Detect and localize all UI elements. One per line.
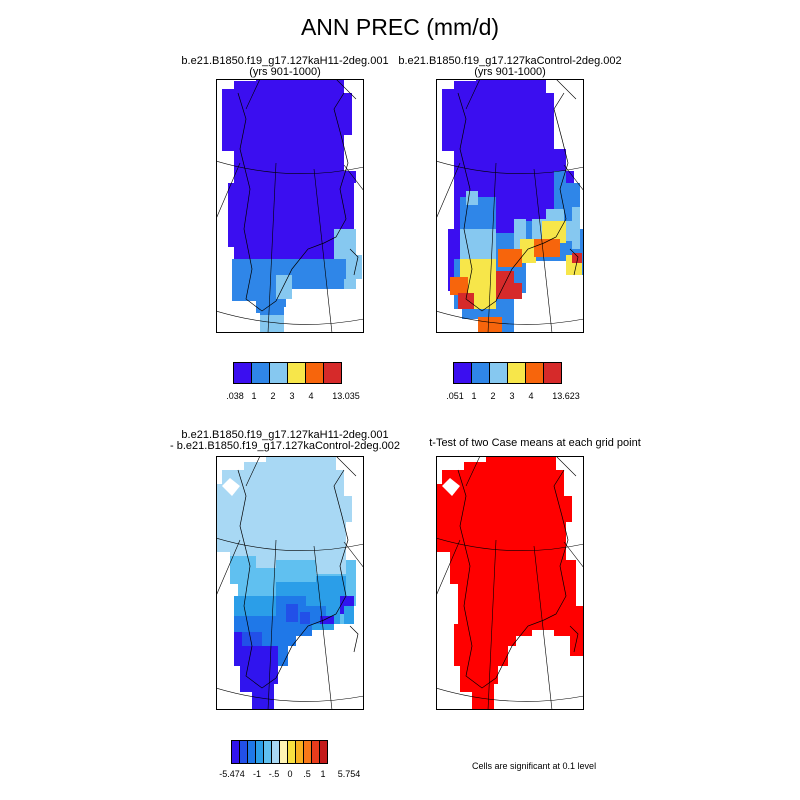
- panel-3-title: b.e21.B1850.f19_g17.127kaH11-2deg.001 - …: [140, 430, 430, 452]
- colorbar-tick-label: 1: [471, 391, 477, 401]
- colorbar-swatch: [269, 362, 288, 384]
- colorbar-swatch: [323, 362, 342, 384]
- panel-2-title-line2: (yrs 901-1000): [474, 66, 546, 78]
- panel-3-title-line1: b.e21.B1850.f19_g17.127kaH11-2deg.001: [181, 429, 389, 441]
- colorbar-swatch: [543, 362, 562, 384]
- panel-3-map: [216, 456, 364, 710]
- colorbar-tick-label: .051: [446, 391, 464, 401]
- panel-2-colorbar-ticks: .051 1 2 3 4 13.623: [445, 391, 595, 403]
- colorbar-tick-label: .5: [303, 769, 311, 779]
- colorbar-swatch: [453, 362, 472, 384]
- panel-2-title-line1: b.e21.B1850.f19_g17.127kaControl-2deg.00…: [398, 55, 622, 67]
- colorbar-tick-label: -1: [252, 769, 262, 779]
- colorbar-swatch: [319, 740, 328, 764]
- colorbar-swatch: [525, 362, 544, 384]
- panel-3-colorbar: [231, 740, 328, 764]
- colorbar-tick-label: 3: [509, 391, 515, 401]
- panel-2-map: [436, 79, 584, 333]
- panel-3-colorbar-ticks: -5.474 -1 -.5 0 .5 1 5.754: [218, 769, 368, 781]
- colorbar-tick-label: -.5: [268, 769, 280, 779]
- colorbar-swatch: [507, 362, 526, 384]
- colorbar-tick-label: 3: [289, 391, 295, 401]
- colorbar-tick-label: 2: [270, 391, 276, 401]
- panel-3-colorbar-boxes: [231, 740, 328, 764]
- panel-1-colorbar-boxes: [233, 362, 342, 384]
- colorbar-swatch: [471, 362, 490, 384]
- panel-2-title: b.e21.B1850.f19_g17.127kaControl-2deg.00…: [365, 56, 655, 78]
- colorbar-tick-label: -5.474: [219, 769, 245, 779]
- colorbar-tick-label: .038: [226, 391, 244, 401]
- colorbar-tick-label: 1: [320, 769, 326, 779]
- panel-1-colorbar: [233, 362, 342, 384]
- colorbar-swatch: [305, 362, 324, 384]
- panel-2-colorbar-boxes: [453, 362, 562, 384]
- significance-note: Cells are significant at 0.1 level: [472, 761, 597, 771]
- colorbar-swatch: [489, 362, 508, 384]
- panel-1-colorbar-ticks: .038 1 2 3 4 13.035: [225, 391, 375, 403]
- colorbar-swatch: [251, 362, 270, 384]
- colorbar-tick-label: 13.035: [332, 391, 360, 401]
- figure-title: ANN PREC (mm/d): [300, 14, 500, 40]
- panel-4-map: [436, 456, 584, 710]
- colorbar-tick-label: 1: [251, 391, 257, 401]
- panel-4-title: t-Test of two Case means at each grid po…: [429, 437, 641, 449]
- colorbar-tick-label: 4: [308, 391, 314, 401]
- colorbar-swatch: [233, 362, 252, 384]
- colorbar-swatch: [287, 362, 306, 384]
- colorbar-tick-label: 4: [528, 391, 534, 401]
- panel-3-title-line2: - b.e21.B1850.f19_g17.127kaControl-2deg.…: [170, 440, 400, 452]
- panel-1-map: [216, 79, 364, 333]
- panel-1-title: b.e21.B1850.f19_g17.127kaH11-2deg.001 (y…: [140, 56, 430, 78]
- colorbar-tick-label: 13.623: [552, 391, 580, 401]
- panel-2-colorbar: [453, 362, 562, 384]
- panel-1-title-line1: b.e21.B1850.f19_g17.127kaH11-2deg.001: [181, 55, 389, 67]
- colorbar-tick-label: 2: [490, 391, 496, 401]
- colorbar-tick-label: 0: [287, 769, 293, 779]
- colorbar-tick-label: 5.754: [337, 769, 361, 779]
- panel-1-title-line2: (yrs 901-1000): [249, 66, 321, 78]
